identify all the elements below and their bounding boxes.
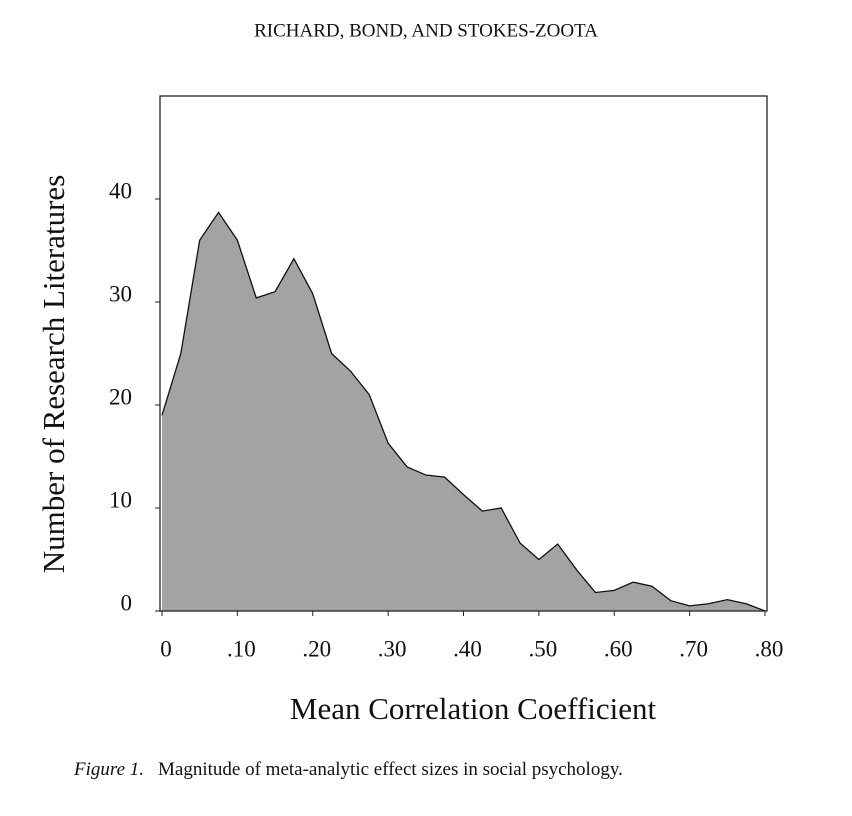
y-tick-label: 20 [109,384,132,409]
y-tick-label: 10 [109,487,132,512]
x-tick-label: .60 [604,636,633,661]
x-tick-label: .80 [755,636,784,661]
y-axis-title: Number of Research Literatures [36,175,71,574]
area-fill [162,212,765,611]
x-axis-title: Mean Correlation Coefficient [290,691,657,726]
running-header: RICHARD, BOND, AND STOKES-ZOOTA [254,20,598,41]
area-line [161,211,766,612]
x-tick-label: .50 [529,636,558,661]
x-tick-label: .40 [453,636,482,661]
x-tick-label: .10 [227,636,256,661]
y-tick-label: 0 [121,590,133,615]
caption-label: Figure 1. [73,759,144,780]
y-tick-label: 40 [109,178,132,203]
y-tick-label: 30 [109,281,132,306]
caption: Figure 1. Magnitude of meta-analytic effe… [73,759,623,780]
x-tick-label: .70 [679,636,708,661]
caption-text: Magnitude of meta-analytic effect sizes … [158,759,623,780]
x-tick-label: .20 [302,636,331,661]
x-tick-label: .30 [378,636,407,661]
x-tick-label: 0 [160,636,172,661]
